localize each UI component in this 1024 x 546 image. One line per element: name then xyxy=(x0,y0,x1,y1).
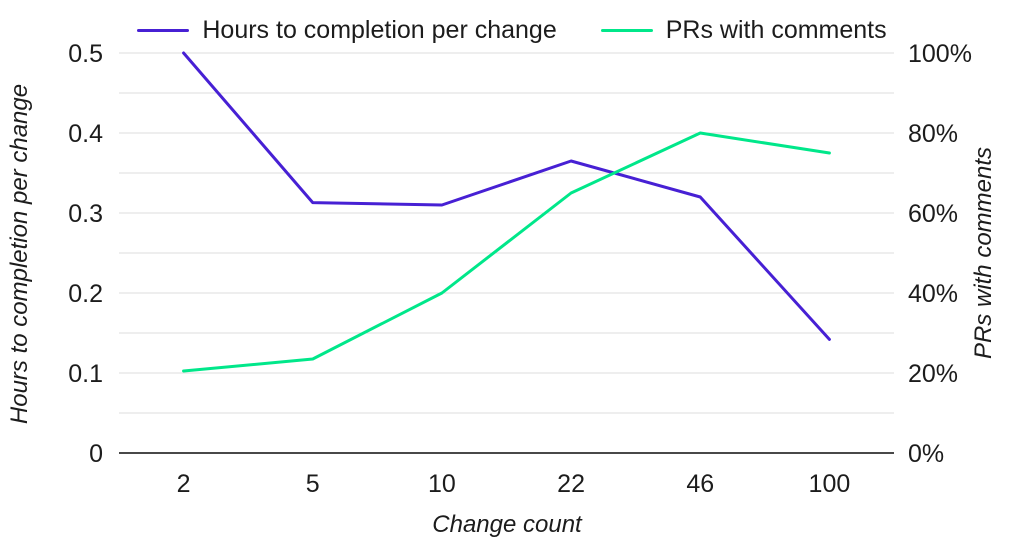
legend-item-prs: PRs with comments xyxy=(600,16,887,45)
y-left-tick-label: 0.3 xyxy=(68,200,103,228)
legend-swatch-hours-line xyxy=(137,29,190,32)
y-left-tick-label: 0 xyxy=(89,440,103,468)
x-tick-label: 2 xyxy=(177,470,191,498)
chart-legend: Hours to completion per change PRs with … xyxy=(0,16,1024,45)
legend-item-hours: Hours to completion per change xyxy=(137,16,557,45)
series-line-1 xyxy=(182,131,831,373)
y-left-tick-label: 0.4 xyxy=(68,120,103,148)
series-line-0 xyxy=(182,51,831,341)
y-right-tick-label: 20% xyxy=(908,360,958,388)
y-right-tick-label: 0% xyxy=(908,440,944,468)
x-tick-label: 5 xyxy=(306,470,320,498)
y-right-tick-label: 60% xyxy=(908,200,958,228)
x-tick-label: 46 xyxy=(686,470,714,498)
y-left-tick-label: 0.2 xyxy=(68,280,103,308)
y-right-tick-label: 80% xyxy=(908,120,958,148)
legend-label-prs: PRs with comments xyxy=(665,16,887,44)
x-tick-label: 10 xyxy=(428,470,456,498)
x-tick-label: 100 xyxy=(809,470,851,498)
chart-render-layer: 0 0.1 0.2 0.3 0.4 0.5 0% 20% 40% 60% 80% 100% 2 5 10 22… xyxy=(68,40,972,498)
y-axis-right-title: PRs with comments xyxy=(970,147,997,359)
legend-label-hours: Hours to completion per change xyxy=(202,16,557,44)
y-right-tick-label: 40% xyxy=(908,280,958,308)
y-right-tick-label: 100% xyxy=(908,40,972,68)
y-axis-left-title: Hours to completion per change xyxy=(6,84,33,424)
y-left-tick-label: 0.1 xyxy=(68,360,103,388)
x-axis-title: Change count xyxy=(432,511,583,538)
x-tick-label: 22 xyxy=(557,470,585,498)
y-left-tick-label: 0.5 xyxy=(68,40,103,68)
legend-swatch-prs-line xyxy=(600,29,653,32)
